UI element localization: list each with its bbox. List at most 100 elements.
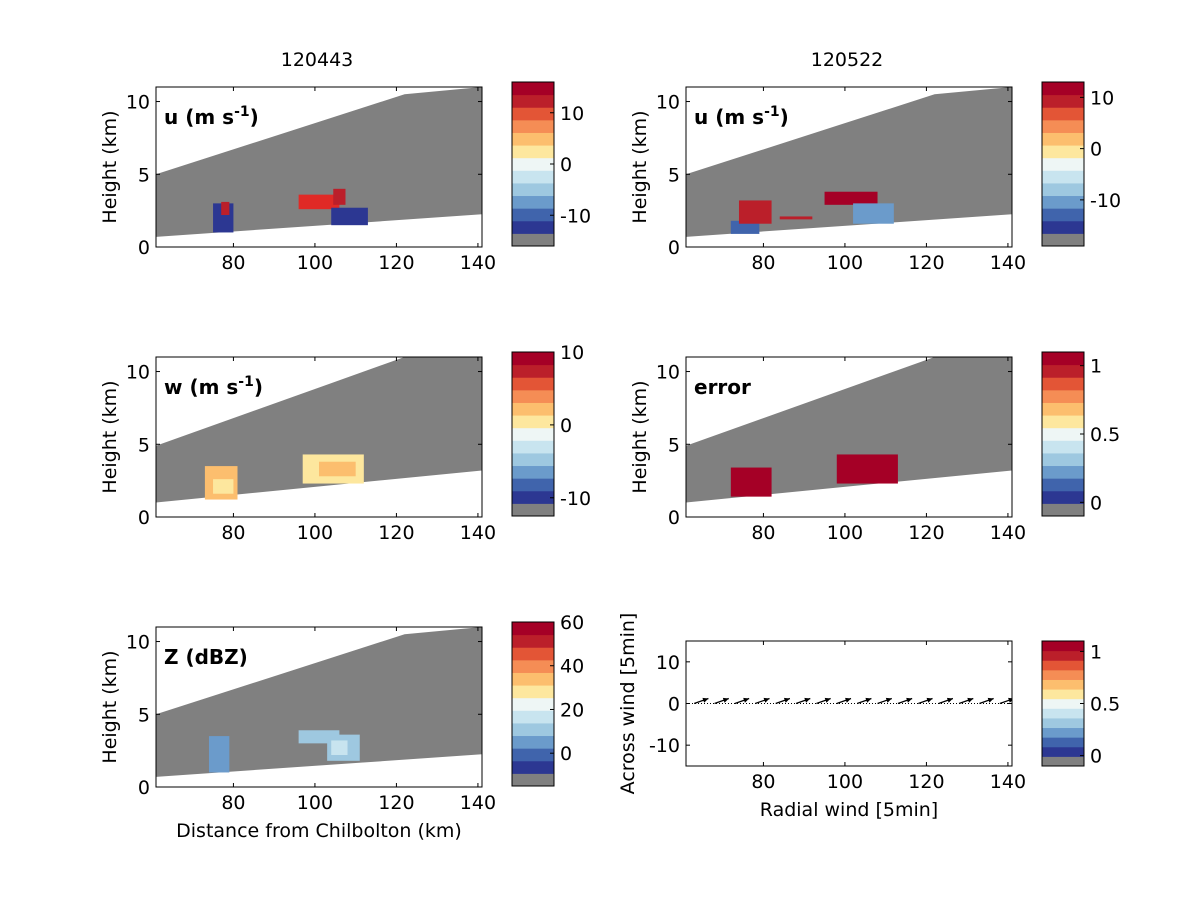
colorbar-swatch [512,364,554,378]
colorbar-swatch [512,82,554,96]
panel-label-exponent: -1 [234,104,250,120]
data-cell-patch [779,216,813,220]
y-tick-label: 10 [126,92,150,114]
colorbar-swatch [1042,503,1084,517]
colorbar-frame [511,621,555,787]
wind-arrow-head [865,697,872,703]
wind-arrow-head [824,697,831,703]
panel-label-exponent: -1 [764,104,780,120]
wind-arrow-head [743,697,750,703]
colorbar-swatch [512,182,554,197]
axes-frame [155,356,483,518]
x-tick-label: 140 [460,522,496,544]
panel-label: Z (dBZ) [164,645,248,669]
plot-area [686,87,1012,247]
radar-coverage-wedge [156,627,482,777]
y-tick-label: -10 [649,735,680,757]
data-cell-patch [730,467,772,497]
colorbar-tick-label: 60 [560,612,584,634]
colorbar-tick-label: 10 [560,342,584,364]
colorbar-swatch [1042,389,1084,403]
colorbar-swatch [1042,233,1084,247]
x-tick-label: 80 [221,252,245,274]
wind-arrow-head [1008,697,1012,703]
column-title-left: 120443 [281,49,354,71]
colorbar-swatch [512,760,554,774]
colorbar-swatch [512,659,554,673]
x-tick-label: 120 [908,771,944,793]
colorbar-swatch [1042,377,1084,391]
x-tick-label: 100 [827,771,863,793]
colorbar-swatch [512,440,554,454]
x-tick-label: 140 [990,522,1026,544]
wind-arrow-head [763,697,770,703]
y-tick-label: 5 [668,164,680,186]
y-tick-label: 0 [138,507,150,529]
wind-arrow-head [722,697,729,703]
colorbar-tick-label: -10 [1090,190,1121,212]
colorbar-tick-label: -10 [560,488,591,510]
radar-coverage-wedge [686,87,1012,237]
colorbar-swatch [512,107,554,121]
x-tick-label: 140 [990,771,1026,793]
x-tick-label: 120 [378,252,414,274]
colorbar-swatch [512,773,554,787]
data-cell-patch [208,736,230,773]
colorbar-swatch [512,735,554,749]
axes-frame [685,86,1013,248]
x-tick-label: 80 [751,522,775,544]
colorbar-swatch [512,208,554,222]
y-tick-label: 10 [656,652,680,674]
axes-frame [685,356,1013,518]
wind-arrow-head [885,697,892,703]
colorbar-swatch [1042,708,1084,719]
colorbar-swatch [512,465,554,479]
colorbar-swatch [512,377,554,391]
colorbar-swatch [1042,478,1084,492]
colorbar-swatch [1042,208,1084,222]
y-tick-label: 0 [138,777,150,799]
y-tick-label: 5 [668,434,680,456]
plot-area [156,87,482,247]
plot-area [156,357,482,517]
colorbar-tick-label: 1 [1090,356,1102,378]
colorbar-swatch [1042,717,1084,729]
wind-arrow-head [906,697,913,703]
colorbar-swatch [1042,119,1084,133]
colorbar-swatch [512,132,554,146]
colorbar-swatch [1042,490,1084,504]
x-tick-label: 120 [908,522,944,544]
colorbar-swatch [1042,650,1084,661]
x-tick-label: 80 [221,792,245,814]
colorbar-swatch [512,233,554,247]
colorbar-swatch [1042,427,1084,441]
colorbar-swatch [1042,157,1084,171]
data-cell-patch [331,740,348,755]
y-tick-label: 0 [668,694,680,716]
y-tick-label: 10 [126,632,150,654]
colorbar-swatch [1042,170,1084,184]
colorbar-swatch [1042,746,1084,757]
x-tick-label: 120 [908,252,944,274]
colorbar-swatch [1042,660,1084,671]
column-title-right: 120522 [811,49,884,71]
colorbar-swatch [1042,669,1084,680]
colorbar-tick-label: 1 [1090,641,1102,663]
panel-label-close: ) [254,375,263,399]
colorbar-tick-label: 0 [560,154,572,176]
x-tick-label: 120 [378,522,414,544]
colorbar-swatch [512,157,554,171]
colorbar-swatch [512,170,554,184]
y-tick-label: 5 [138,704,150,726]
wind-arrow-head [702,697,709,703]
radar-coverage-wedge [156,87,482,237]
y-axis-label: Height (km) [99,650,121,763]
colorbar-swatch [512,685,554,699]
y-tick-label: 10 [126,362,150,384]
x-tick-label: 80 [751,771,775,793]
data-cell-patch [333,188,346,205]
